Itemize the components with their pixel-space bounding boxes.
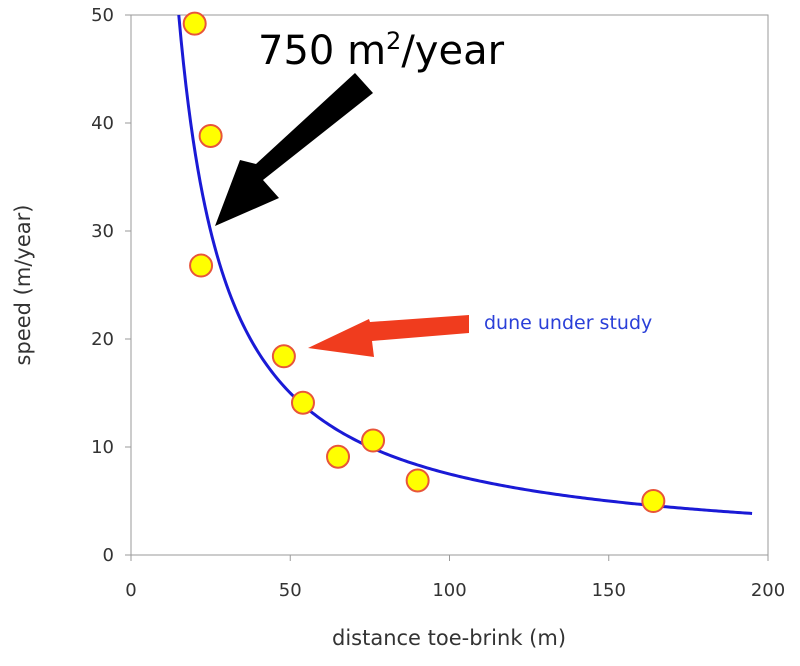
x-axis-label: distance toe-brink (m): [332, 626, 566, 650]
x-tick-label: 100: [432, 580, 466, 601]
x-axis-ticks: 0 50 100 150 200: [125, 555, 785, 601]
y-tick-label: 10: [91, 437, 114, 458]
black-arrow-icon: [215, 73, 373, 226]
data-point: [271, 344, 296, 369]
y-tick-label: 20: [91, 329, 114, 350]
x-tick-label: 200: [751, 580, 785, 601]
y-tick-label: 0: [103, 545, 114, 566]
x-tick-label: 150: [592, 580, 626, 601]
y-tick-label: 30: [91, 221, 114, 242]
data-point: [326, 444, 351, 469]
data-point: [641, 489, 666, 513]
x-tick-label: 0: [125, 580, 136, 601]
data-point: [198, 123, 223, 148]
data-points: [182, 11, 666, 513]
x-tick-label: 50: [279, 580, 302, 601]
data-point: [405, 468, 430, 493]
y-tick-label: 50: [91, 5, 114, 26]
data-point: [182, 11, 207, 36]
fit-curve-line: [177, 14, 753, 515]
annotation-rate: 750 m2/year: [258, 27, 505, 74]
annotation-dune: dune under study: [484, 312, 652, 334]
data-point: [361, 428, 386, 453]
y-axis-label: speed (m/year): [11, 205, 35, 366]
y-axis-ticks: 0 10 20 30 40 50: [91, 5, 131, 566]
red-arrow-icon: [308, 315, 469, 357]
data-point: [290, 390, 315, 415]
data-point: [189, 253, 214, 278]
y-tick-label: 40: [91, 113, 114, 134]
